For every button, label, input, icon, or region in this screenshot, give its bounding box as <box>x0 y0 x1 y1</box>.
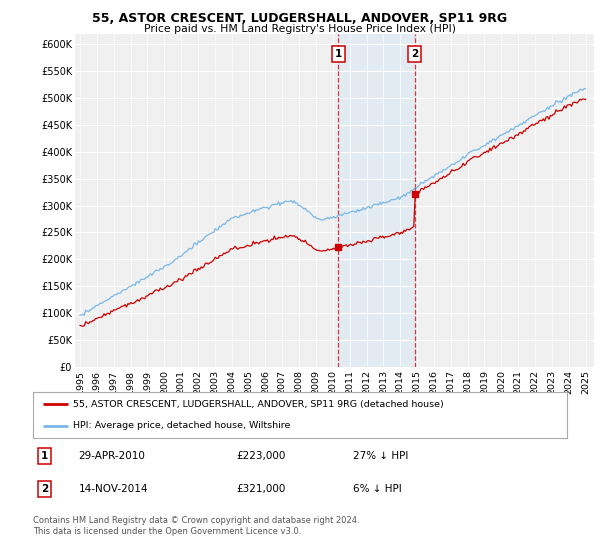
Text: £321,000: £321,000 <box>236 484 285 494</box>
Text: 55, ASTOR CRESCENT, LUDGERSHALL, ANDOVER, SP11 9RG: 55, ASTOR CRESCENT, LUDGERSHALL, ANDOVER… <box>92 12 508 25</box>
Text: £223,000: £223,000 <box>236 451 285 461</box>
Text: 14-NOV-2014: 14-NOV-2014 <box>79 484 148 494</box>
Text: Contains HM Land Registry data © Crown copyright and database right 2024.
This d: Contains HM Land Registry data © Crown c… <box>33 516 359 536</box>
Text: 2: 2 <box>41 484 49 494</box>
Text: 2: 2 <box>411 49 419 59</box>
Text: 1: 1 <box>41 451 49 461</box>
Text: HPI: Average price, detached house, Wiltshire: HPI: Average price, detached house, Wilt… <box>73 421 290 430</box>
Text: 1: 1 <box>335 49 342 59</box>
Text: 29-APR-2010: 29-APR-2010 <box>79 451 145 461</box>
Text: 27% ↓ HPI: 27% ↓ HPI <box>353 451 409 461</box>
Text: 6% ↓ HPI: 6% ↓ HPI <box>353 484 402 494</box>
Bar <box>338 34 415 367</box>
Text: 55, ASTOR CRESCENT, LUDGERSHALL, ANDOVER, SP11 9RG (detached house): 55, ASTOR CRESCENT, LUDGERSHALL, ANDOVER… <box>73 400 444 409</box>
Text: Price paid vs. HM Land Registry's House Price Index (HPI): Price paid vs. HM Land Registry's House … <box>144 24 456 34</box>
